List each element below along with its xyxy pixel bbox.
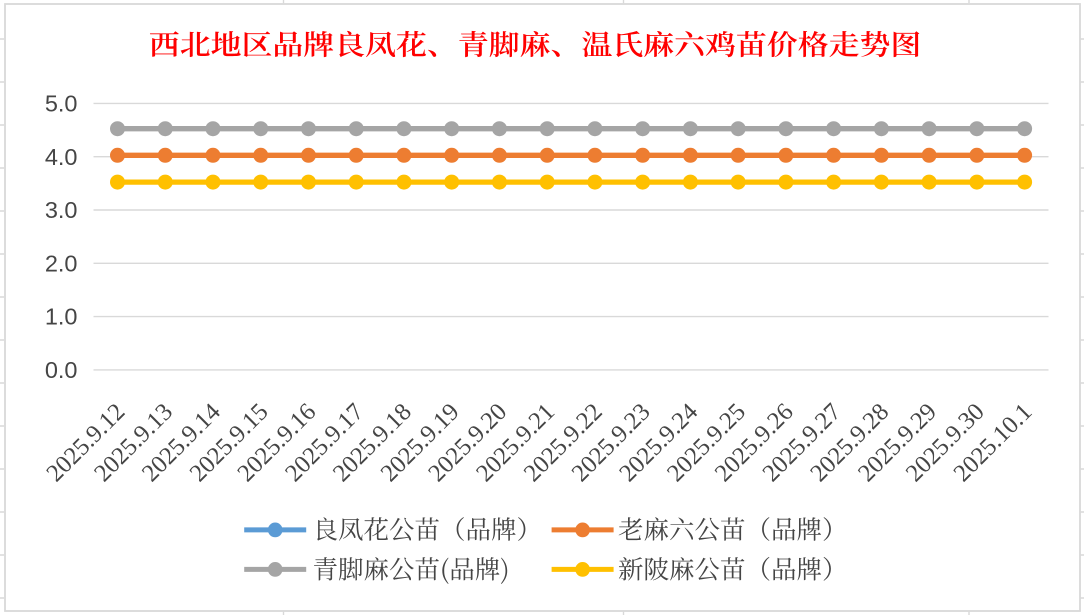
svg-text:1.0: 1.0 — [45, 304, 78, 330]
svg-text:5.0: 5.0 — [45, 91, 78, 117]
svg-text:0.0: 0.0 — [45, 357, 78, 383]
svg-text:3.0: 3.0 — [45, 197, 78, 223]
svg-text:4.0: 4.0 — [45, 144, 78, 170]
svg-text:2.0: 2.0 — [45, 250, 78, 276]
